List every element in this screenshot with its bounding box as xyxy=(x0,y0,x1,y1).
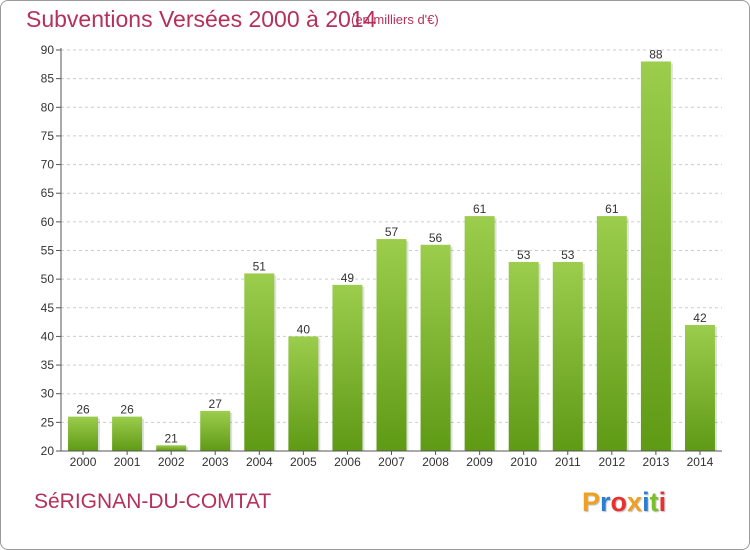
y-tick-label: 60 xyxy=(41,215,55,229)
x-tick-label: 2007 xyxy=(378,455,405,469)
bar-2002 xyxy=(156,445,187,451)
data-label: 26 xyxy=(76,403,90,417)
y-tick-label: 35 xyxy=(41,358,55,372)
bar-2011 xyxy=(552,261,583,451)
x-tick-label: 2014 xyxy=(687,455,714,469)
y-tick-label: 50 xyxy=(41,272,55,286)
proxiti-logo[interactable]: Proxiti xyxy=(582,487,666,518)
unit-label: (en milliers d'€) xyxy=(351,12,439,27)
bar-2008 xyxy=(420,244,451,451)
data-label: 40 xyxy=(297,322,311,336)
x-tick-label: 2001 xyxy=(114,455,141,469)
bar-2014 xyxy=(684,324,715,451)
bar-2000 xyxy=(68,416,99,451)
x-tick-label: 2009 xyxy=(466,455,493,469)
x-tick-label: 2011 xyxy=(555,455,581,469)
data-label: 57 xyxy=(385,225,399,239)
data-label: 53 xyxy=(517,248,531,262)
y-tick-label: 70 xyxy=(41,158,55,172)
data-label: 53 xyxy=(561,248,575,262)
y-tick-label: 75 xyxy=(41,129,55,143)
data-label: 61 xyxy=(605,202,619,216)
y-tick-label: 55 xyxy=(41,244,55,258)
x-tick-label: 2008 xyxy=(422,455,449,469)
bar-2006 xyxy=(332,284,363,451)
x-tick-label: 2002 xyxy=(158,455,185,469)
logo-letter: r xyxy=(600,487,611,517)
bar-2009 xyxy=(464,216,495,451)
data-label: 56 xyxy=(429,231,443,245)
y-tick-label: 25 xyxy=(41,415,55,429)
y-tick-label: 45 xyxy=(41,301,55,315)
data-label: 88 xyxy=(649,47,663,61)
logo-letter: t xyxy=(649,487,659,517)
logo-letter: o xyxy=(610,487,628,517)
bar-2010 xyxy=(508,261,539,451)
x-tick-label: 2006 xyxy=(334,455,361,469)
chart-title: Subventions Versées 2000 à 2014 xyxy=(26,6,377,32)
y-tick-label: 90 xyxy=(41,43,55,57)
x-tick-label: 2004 xyxy=(246,455,273,469)
x-tick-label: 2000 xyxy=(70,455,97,469)
x-tick-label: 2012 xyxy=(598,455,625,469)
logo-letter: i xyxy=(642,487,650,517)
x-tick-label: 2010 xyxy=(510,455,537,469)
logo-letter: i xyxy=(658,487,667,517)
y-tick-label: 65 xyxy=(41,186,55,200)
data-label: 42 xyxy=(693,311,707,325)
data-labels: 26 26 21 27 51 40 49 57 56 61 53 53 61 88 42 xyxy=(76,47,707,445)
bar-2013 xyxy=(640,61,671,451)
bars xyxy=(68,61,717,451)
y-tick-labels: 20 25 30 35 40 45 50 55 60 65 70 75 80 85 90 xyxy=(41,43,55,458)
axes xyxy=(56,48,722,455)
bar-2007 xyxy=(376,239,407,451)
y-tick-label: 80 xyxy=(41,100,55,114)
bar-2001 xyxy=(112,416,143,451)
y-tick-label: 30 xyxy=(41,387,55,401)
logo-letters: Proxiti xyxy=(582,487,666,517)
y-tick-label: 40 xyxy=(41,329,55,343)
bar-2012 xyxy=(596,216,627,451)
data-label: 21 xyxy=(164,431,178,445)
commune-name: SéRIGNAN-DU-COMTAT xyxy=(34,490,272,513)
bar-2004 xyxy=(244,273,275,451)
bar-2003 xyxy=(200,410,231,451)
data-label: 61 xyxy=(473,202,487,216)
x-tick-label: 2005 xyxy=(290,455,317,469)
data-label: 27 xyxy=(209,397,223,411)
x-tick-label: 2013 xyxy=(643,455,670,469)
y-tick-label: 20 xyxy=(41,444,55,458)
logo-letter: P xyxy=(582,487,601,517)
y-tick-label: 85 xyxy=(41,72,55,86)
data-label: 26 xyxy=(120,403,134,417)
x-tick-labels: 2000 2001 2002 2003 2004 2005 2006 2007 2008 2009… xyxy=(70,455,714,469)
bar-2005 xyxy=(288,336,319,451)
data-label: 51 xyxy=(253,259,267,273)
data-label: 49 xyxy=(341,271,355,285)
x-tick-label: 2003 xyxy=(202,455,229,469)
logo-letter: x xyxy=(627,487,643,517)
